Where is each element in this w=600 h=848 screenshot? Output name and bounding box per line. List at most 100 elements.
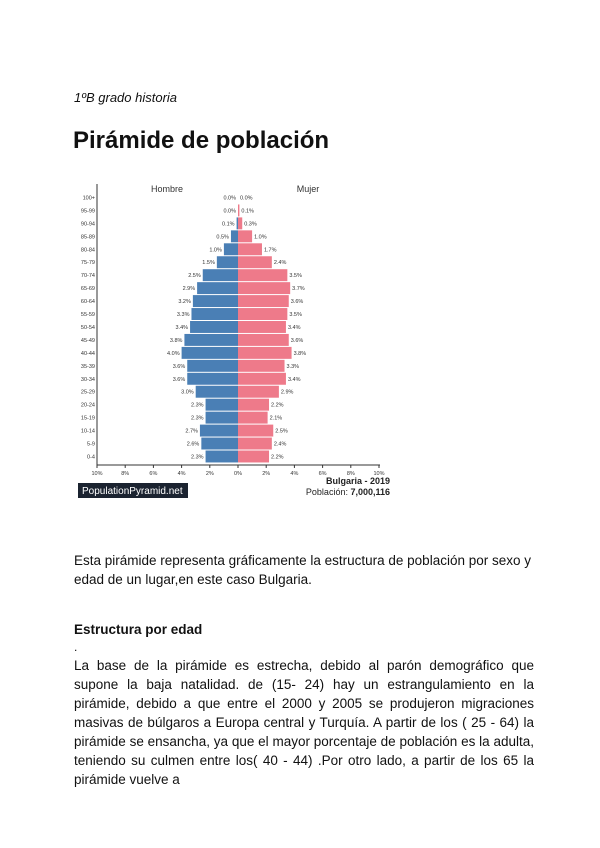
data-label-female: 3.7% xyxy=(292,286,305,292)
age-label: 0-4 xyxy=(87,454,95,460)
data-label-male: 3.0% xyxy=(181,390,194,396)
x-tick-label: 2% xyxy=(206,471,214,477)
data-label-male: 3.3% xyxy=(177,312,190,318)
data-label-male: 2.7% xyxy=(185,429,198,435)
age-label: 75-79 xyxy=(81,260,95,266)
bar-male xyxy=(190,321,238,333)
bar-male xyxy=(197,282,238,295)
bar-female xyxy=(238,411,268,424)
bar-female xyxy=(238,346,292,359)
data-label-female: 2.4% xyxy=(274,260,287,266)
data-label-female: 2.2% xyxy=(271,403,284,409)
brand-logo-bg xyxy=(78,483,188,498)
data-label-female: 3.5% xyxy=(289,312,302,318)
population-label: Población: xyxy=(306,487,351,497)
bar-female xyxy=(238,295,289,308)
bar-male xyxy=(191,308,238,320)
data-label-male: 2.3% xyxy=(191,403,204,409)
data-label-female: 3.3% xyxy=(287,364,300,370)
data-label-male: 3.6% xyxy=(173,377,186,383)
country-year: Bulgaria - 2019 xyxy=(326,476,390,486)
age-label: 50-54 xyxy=(81,325,95,331)
legend-male: Hombre xyxy=(151,184,183,194)
age-label: 90-94 xyxy=(81,221,95,227)
data-label-male: 2.3% xyxy=(191,416,204,422)
x-tick-label: 8% xyxy=(347,471,355,477)
data-label-male: 3.2% xyxy=(178,299,191,305)
bar-female xyxy=(238,372,286,385)
bar-female xyxy=(238,333,289,346)
data-label-female: 0.1% xyxy=(241,208,254,214)
data-label-male: 0.0% xyxy=(223,195,236,201)
data-label-female: 3.4% xyxy=(288,377,301,383)
data-label-male: 3.4% xyxy=(176,325,189,331)
data-label-female: 0.3% xyxy=(244,221,257,227)
data-label-female: 3.8% xyxy=(294,351,307,357)
bar-female xyxy=(238,230,253,243)
x-tick-label: 6% xyxy=(149,471,157,477)
brand-logo: PopulationPyramid.net xyxy=(82,486,183,497)
bar-male xyxy=(205,398,238,411)
subtitle: 1ºB grado historia xyxy=(74,90,178,105)
data-label-male: 1.0% xyxy=(209,247,222,253)
age-label: 100+ xyxy=(83,195,95,201)
bar-female xyxy=(238,204,240,217)
bar-male xyxy=(187,359,238,372)
bar-male xyxy=(205,450,238,463)
x-tick-label: 10% xyxy=(91,471,102,477)
age-label: 70-74 xyxy=(81,273,95,279)
bar-female xyxy=(238,308,288,320)
bar-female xyxy=(238,282,291,295)
bar-female xyxy=(238,243,262,256)
data-label-male: 0.0% xyxy=(223,208,236,214)
page-title: Pirámide de población xyxy=(73,127,330,154)
data-label-female: 2.1% xyxy=(270,416,283,422)
bar-male xyxy=(181,346,238,359)
data-label-male: 1.5% xyxy=(202,260,215,266)
data-label-female: 3.4% xyxy=(288,325,301,331)
age-label: 10-14 xyxy=(81,429,95,435)
legend-female: Mujer xyxy=(297,184,320,194)
data-label-female: 2.4% xyxy=(274,442,287,448)
bar-male xyxy=(236,217,238,230)
age-label: 55-59 xyxy=(81,312,95,318)
intro-paragraph: Esta pirámide representa gráficamente la… xyxy=(74,553,531,587)
data-label-female: 3.5% xyxy=(289,273,302,279)
bar-male xyxy=(195,385,238,398)
data-label-male: 3.6% xyxy=(173,364,186,370)
bar-female xyxy=(238,359,285,372)
bar-male xyxy=(192,295,238,308)
data-label-female: 0.0% xyxy=(240,195,253,201)
data-label-male: 0.1% xyxy=(222,221,235,227)
data-label-female: 2.2% xyxy=(271,454,284,460)
population-pyramid-chart: Hombre Mujer 100+ 0.0% 0.0% 95-99 0.0% 0.1% 90-9… xyxy=(78,184,390,498)
age-label: 30-34 xyxy=(81,377,95,383)
bar-male xyxy=(184,333,238,346)
bar-male xyxy=(202,269,238,282)
body-paragraph: La base de la pirámide es estrecha, debi… xyxy=(74,658,534,787)
x-tick-label: 6% xyxy=(319,471,327,477)
data-label-male: 2.5% xyxy=(188,273,201,279)
bar-male xyxy=(201,437,238,450)
x-tick-label: 8% xyxy=(121,471,129,477)
bar-male xyxy=(216,256,238,269)
data-label-female: 1.7% xyxy=(264,247,277,253)
bar-female xyxy=(238,398,270,411)
age-label: 65-69 xyxy=(81,286,95,292)
data-label-female: 1.0% xyxy=(254,234,267,240)
age-label: 95-99 xyxy=(81,208,95,214)
data-label-male: 3.8% xyxy=(170,338,183,344)
age-label: 5-9 xyxy=(87,442,95,448)
dot: . xyxy=(74,640,78,654)
age-label: 80-84 xyxy=(81,247,95,253)
bar-female xyxy=(238,450,270,463)
data-label-male: 2.9% xyxy=(183,286,196,292)
data-label-female: 3.6% xyxy=(291,299,304,305)
bar-female xyxy=(238,385,279,398)
bar-female xyxy=(238,321,286,333)
x-tick-label: 2% xyxy=(262,471,270,477)
data-label-female: 2.5% xyxy=(275,429,288,435)
age-label: 85-89 xyxy=(81,234,95,240)
x-tick-label: 0% xyxy=(234,471,242,477)
